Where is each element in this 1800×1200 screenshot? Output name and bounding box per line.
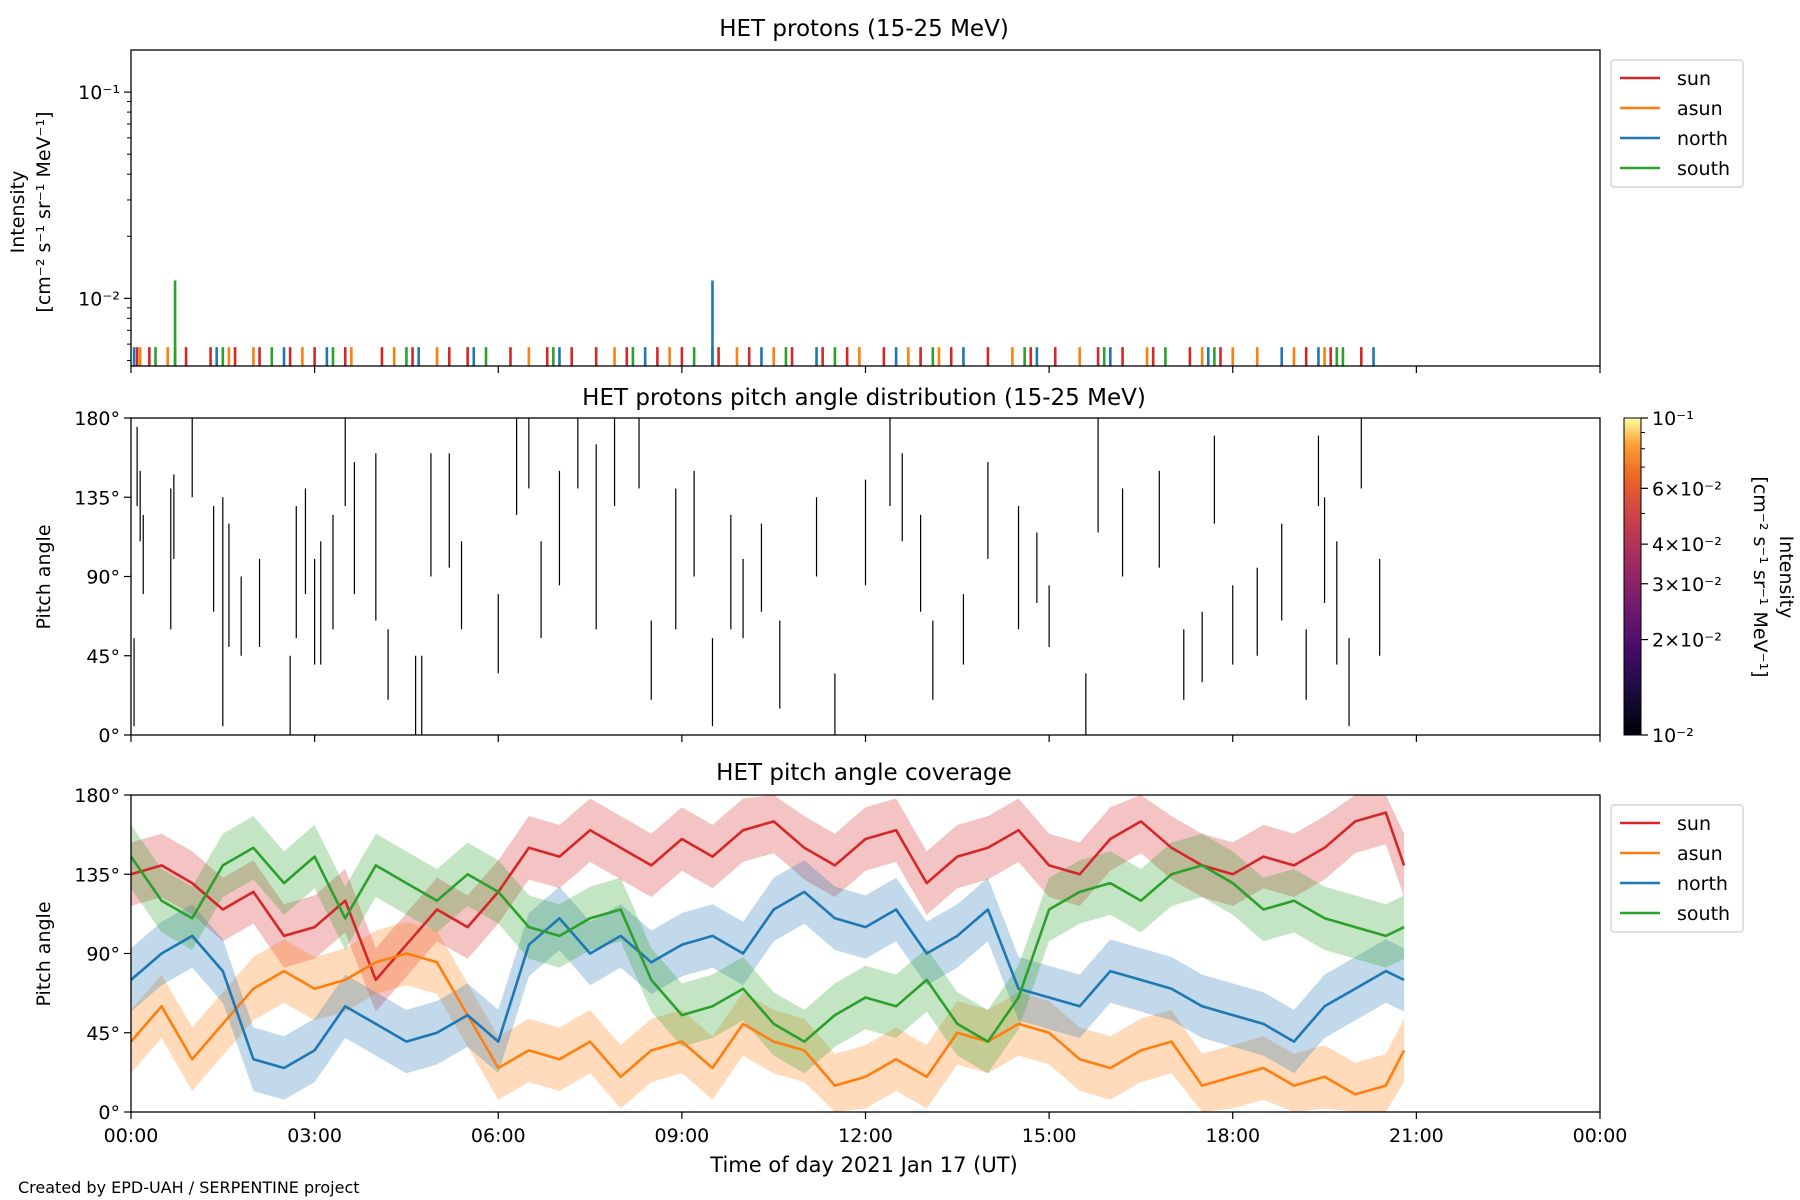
colorbar-label-line1: Intensity — [1775, 536, 1797, 619]
band-south — [131, 816, 1405, 1074]
panel1-ylabel-line1: Intensity — [7, 171, 29, 254]
panel1-legend-label-north: north — [1677, 128, 1728, 150]
panel1-legend-label-south: south — [1677, 158, 1730, 180]
xtick-label-0: 00:00 — [104, 1125, 159, 1147]
panel1-legend-label-sun: sun — [1677, 68, 1711, 90]
panel1-ylabel-line2: [cm⁻² s⁻¹ sr⁻¹ MeV⁻¹] — [33, 111, 55, 312]
panel3-xticks: 00:00 03:00 06:00 09:00 12:00 15:00 18:00 21:00… — [104, 1112, 1628, 1147]
colorbar-tick-label-4: 2×10⁻² — [1652, 630, 1722, 652]
xtick-label-2: 06:00 — [471, 1125, 526, 1147]
panel1-yticks: 10⁻¹ 10⁻² — [78, 82, 131, 361]
panel1-title: HET protons (15-25 MeV) — [719, 16, 1009, 42]
panel1-marks — [132, 280, 1375, 366]
panel3-frame — [130, 794, 1601, 1113]
panel2-ytick-label-3: 135° — [74, 487, 120, 509]
panel1-legend-label-asun: asun — [1677, 98, 1723, 120]
panel3-ytick-label-2: 90° — [86, 944, 120, 966]
panel2-xticks — [130, 735, 1601, 742]
panel2-ylabel: Pitch angle — [33, 524, 55, 629]
panel1-frame — [130, 49, 1601, 367]
panel-pitch-angle-coverage: HET pitch angle coverage Pitch angle 0° 4… — [33, 760, 1744, 1177]
credit-text: Created by EPD-UAH / SERPENTINE project — [18, 1178, 360, 1197]
panel3-xlabel: Time of day 2021 Jan 17 (UT) — [709, 1153, 1017, 1177]
panel3-title: HET pitch angle coverage — [716, 760, 1012, 786]
colorbar-tick-label-1: 6×10⁻² — [1652, 478, 1722, 500]
panel2-ytick-label-0: 0° — [98, 725, 120, 747]
colorbar-label-line2: [cm⁻² s⁻¹ sr⁻¹ MeV⁻¹] — [1749, 476, 1771, 677]
panel3-legend-label-asun: asun — [1677, 843, 1723, 865]
panel3-legend-label-south: south — [1677, 903, 1730, 925]
panel1-ytick-label-0: 10⁻¹ — [78, 82, 120, 104]
colorbar-ticks: 10⁻¹ 6×10⁻² 4×10⁻² 3×10⁻² 2×10⁻² 10⁻² — [1641, 408, 1722, 747]
xtick-label-3: 09:00 — [654, 1125, 709, 1147]
panel3-yticks: 0° 45° 90° 135° 180° — [74, 785, 131, 1124]
xtick-label-6: 18:00 — [1205, 1125, 1260, 1147]
panel3-ytick-label-4: 180° — [74, 785, 120, 807]
colorbar — [1623, 417, 1642, 736]
line-south — [129, 846, 1405, 1043]
colorbar-tick-label-5: 10⁻² — [1652, 725, 1694, 747]
line-north — [130, 890, 1405, 1070]
panel3-marks — [129, 795, 1406, 1112]
panel-pitch-angle-distribution: HET protons pitch angle distribution (15… — [33, 385, 1797, 747]
line-asun — [130, 952, 1406, 1096]
panel2-title: HET protons pitch angle distribution (15… — [582, 385, 1146, 411]
xtick-label-1: 03:00 — [287, 1125, 342, 1147]
panel3-ytick-label-1: 45° — [86, 1023, 120, 1045]
panel3-legend-label-sun: sun — [1677, 813, 1711, 835]
panel2-frame — [130, 417, 1601, 736]
panel3-ylabel: Pitch angle — [33, 901, 55, 1006]
panel2-yticks: 0° 45° 90° 135° 180° — [74, 408, 131, 747]
legend-panel1: sun asun north south — [1610, 59, 1744, 188]
colorbar-tick-label-0: 10⁻¹ — [1652, 408, 1694, 430]
panel3-legend-box — [1610, 804, 1744, 933]
band-sun — [131, 795, 1405, 1012]
xtick-label-8: 00:00 — [1573, 1125, 1628, 1147]
xtick-label-5: 15:00 — [1022, 1125, 1077, 1147]
panel1-xticks — [130, 366, 1601, 373]
panel3-legend-label-north: north — [1677, 873, 1728, 895]
panel2-ytick-label-1: 45° — [86, 646, 120, 668]
xtick-label-4: 12:00 — [838, 1125, 893, 1147]
panel2-marks — [133, 418, 1381, 735]
colorbar-tick-label-3: 3×10⁻² — [1652, 574, 1722, 596]
panel1-ytick-label-1: 10⁻² — [78, 288, 120, 310]
band-north — [131, 860, 1405, 1100]
panel-intensity: HET protons (15-25 MeV) Intensity [cm⁻² … — [7, 16, 1744, 373]
xtick-label-7: 21:00 — [1389, 1125, 1444, 1147]
panel3-ytick-label-3: 135° — [74, 864, 120, 886]
colorbar-tick-label-2: 4×10⁻² — [1652, 534, 1722, 556]
panel3-ytick-label-0: 0° — [98, 1102, 120, 1124]
legend-panel3: sun asun north south — [1610, 804, 1744, 933]
panel2-ytick-label-4: 180° — [74, 408, 120, 430]
panel2-ytick-label-2: 90° — [86, 567, 120, 589]
panel1-legend-box — [1610, 59, 1744, 188]
